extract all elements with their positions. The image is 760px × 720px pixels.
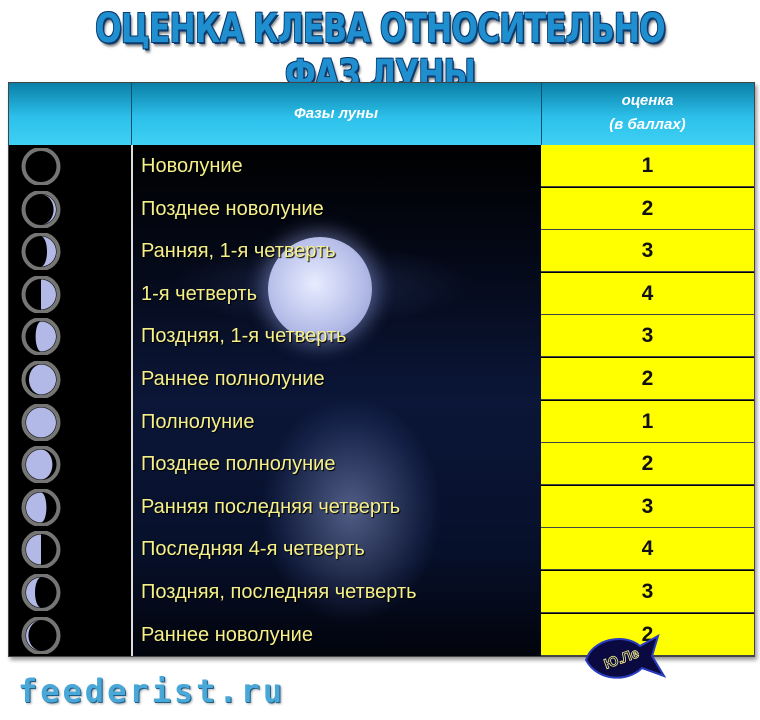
score-cell: 2 [541,187,754,230]
table-row: Поздняя, последняя четверть 3 [9,571,754,614]
phase-name: Ранняя последняя четверть [141,495,401,518]
table-row: Новолуние 1 [9,145,754,188]
waxing-crescent-icon [21,233,61,271]
phase-name: Позднее новолуние [141,197,324,220]
score-cell: 1 [541,145,754,187]
table-row: Последняя 4-я четверть 4 [9,528,754,571]
phase-name: Поздняя, последняя четверть [141,581,417,603]
table-row: 1-я четверть 4 [9,272,754,316]
table-row: Раннее полнолуние 2 [9,358,754,401]
moon-phase-table: Фазы луны оценка (в баллах) Новолуние 1 … [8,82,755,657]
phase-name: Полнолуние [141,410,255,433]
table-row: Позднее полнолуние 2 [9,443,754,486]
header-divider [131,83,132,145]
phase-name: 1-я четверть [141,282,257,305]
score-cell: 3 [541,485,754,528]
header-divider [541,83,542,145]
table-row: Поздняя, 1-я четверть 3 [9,315,754,358]
waxing-gibbous-icon [21,361,61,398]
score-cell: 3 [541,571,754,613]
column-divider [131,145,133,656]
score-cell: 1 [541,400,754,443]
waning-gibbous-icon [21,488,61,526]
phase-name: Раннее новолуние [141,623,313,646]
fish-logo: Ю.Ле [584,633,667,679]
table-row: Ранняя последняя четверть 3 [9,485,754,529]
table-row: Полнолуние 1 [9,400,754,444]
table-row: Ранняя, 1-я четверть 3 [9,230,754,273]
phase-name: Последняя 4-я четверть [141,538,365,561]
first-quarter-icon [21,275,61,313]
site-watermark: feederist.ru [18,672,286,710]
header-score-line2: (в баллах) [609,116,686,133]
full-moon-icon [21,403,61,441]
waning-gibbous-icon [21,446,61,484]
waning-crescent-icon [21,574,61,611]
phase-name: Раннее полнолуние [141,368,325,390]
new-moon-icon [21,148,61,185]
table-row: Позднее новолуние 2 [9,187,754,231]
waxing-crescent-icon [21,190,61,228]
night-sea-background [131,145,541,656]
waning-crescent-icon [21,616,61,654]
score-cell: 3 [541,315,754,358]
header-phase: Фазы луны [293,105,379,122]
header-score-line1: оценка [621,92,674,109]
waxing-gibbous-icon [21,318,61,356]
score-cell: 4 [541,272,754,315]
score-cell: 3 [541,230,754,273]
score-cell: 2 [541,443,754,486]
last-quarter-icon [21,531,61,569]
phase-name: Позднее полнолуние [141,453,336,476]
page-title: ОЦЕНКА КЛЕВА ОТНОСИТЕЛЬНО ФАЗ ЛУНЫ [95,6,666,98]
phase-name: Поздняя, 1-я четверть [141,325,347,348]
phase-name: Ранняя, 1-я четверть [141,240,336,263]
phase-name: Новолуние [141,155,243,177]
moon-reflection [201,360,501,656]
table-header: Фазы луны оценка (в баллах) [9,83,754,145]
full-moon-image [268,237,372,341]
score-cell: 4 [541,528,754,571]
score-cell: 2 [541,358,754,400]
header-score: оценка (в баллах) [541,89,754,137]
